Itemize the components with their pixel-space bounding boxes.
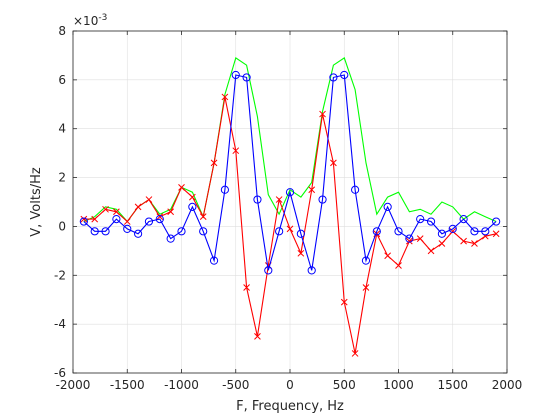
series-point-1 [232, 147, 240, 155]
series-point-1 [221, 93, 229, 101]
series-point-2 [296, 229, 305, 238]
series-point-1 [492, 230, 500, 238]
series-point-1 [188, 193, 196, 201]
series-point-1 [384, 252, 392, 260]
series-point-2 [285, 188, 295, 197]
series-point-2 [329, 73, 338, 82]
series-point-2 [405, 234, 414, 243]
series-point-1 [145, 196, 153, 203]
x-tick-label: -2000 [56, 378, 91, 392]
series-point-2 [90, 227, 99, 236]
x-tick-label: -1500 [110, 378, 145, 392]
y-tick-label: 2 [58, 171, 66, 185]
series-point-1 [91, 215, 99, 223]
series-point-2 [209, 256, 219, 265]
series-point-2 [231, 70, 240, 80]
axis-ticks: -2000 -1500 -1000 -500 0 500 1000 1500 2000 -6 -4 -… [54, 24, 522, 392]
series-point-2 [481, 227, 490, 236]
y-axis-exponent-base: ×10 [73, 14, 98, 28]
series-point-1 [167, 208, 175, 216]
series-point-2 [448, 224, 457, 233]
series-point-1 [275, 196, 283, 203]
series-point-2 [134, 229, 143, 238]
series-point-1 [80, 215, 88, 223]
series-point-1 [102, 205, 109, 213]
x-tick-label: 2000 [492, 378, 523, 392]
series-point-2 [166, 234, 175, 243]
series-point-2 [242, 73, 251, 82]
series-point-2 [383, 202, 392, 211]
y-tick-label: 6 [58, 73, 66, 87]
x-tick-label: 0 [286, 378, 294, 392]
series-point-1 [319, 110, 326, 118]
series-point-1 [351, 350, 359, 357]
series-point-2 [351, 185, 360, 194]
series-point-1 [254, 333, 261, 340]
series-point-2 [177, 227, 186, 236]
series-point-1 [286, 225, 294, 233]
series-point-1 [308, 186, 316, 194]
series-point-2 [155, 215, 164, 224]
series-point-1 [123, 218, 131, 225]
series-point-1 [362, 284, 370, 291]
series-point-2 [394, 227, 403, 236]
y-tick-label: -4 [54, 317, 66, 331]
series-point-2 [318, 195, 327, 204]
series-point-2 [437, 229, 446, 238]
data-series [79, 57, 501, 357]
series-point-2 [199, 227, 208, 236]
series-point-2 [112, 215, 121, 224]
series-point-2 [220, 185, 229, 194]
series-point-2 [459, 215, 468, 224]
series-point-2 [144, 217, 154, 226]
series-point-2 [340, 70, 349, 80]
y-axis-exponent-power: -3 [98, 13, 107, 23]
series-point-1 [156, 213, 164, 221]
series-point-2 [361, 256, 371, 265]
x-tick-label: 1500 [437, 378, 468, 392]
series-point-2 [188, 202, 197, 211]
series-point-2 [426, 217, 436, 226]
y-tick-label: 8 [58, 24, 66, 38]
series-point-1 [297, 249, 305, 257]
x-tick-label: -500 [222, 378, 249, 392]
series-point-1 [340, 298, 348, 306]
series-point-1 [210, 159, 218, 167]
series-point-1 [243, 284, 250, 291]
series-point-2 [307, 266, 316, 275]
series-point-2 [372, 227, 381, 236]
y-tick-label: 0 [58, 219, 66, 233]
x-tick-label: 500 [333, 378, 356, 392]
series-point-2 [123, 224, 132, 233]
series-point-2 [101, 227, 110, 236]
series-point-1 [199, 213, 207, 221]
series-point-2 [253, 195, 262, 204]
series-point-1 [471, 240, 478, 247]
x-tick-label: 1000 [383, 378, 414, 392]
series-point-2 [79, 217, 88, 226]
series-point-1 [395, 262, 402, 269]
series-point-2 [492, 217, 501, 226]
series-point-1 [405, 237, 413, 245]
series-point-1 [113, 208, 120, 216]
series-point-2 [275, 227, 284, 236]
x-tick-label: -1000 [164, 378, 199, 392]
y-tick-label: 4 [58, 122, 66, 136]
series-point-1 [460, 237, 467, 245]
series-point-1 [438, 240, 446, 247]
series-point-1 [178, 183, 185, 191]
series-point-1 [427, 247, 435, 255]
y-tick-label: -2 [54, 268, 66, 282]
x-axis-label: F, Frequency, Hz [236, 399, 344, 414]
series-point-1 [330, 159, 337, 167]
series-point-2 [470, 227, 479, 236]
y-axis-label: V, Volts/Hz [29, 167, 44, 237]
series-point-1 [134, 203, 142, 211]
series-point-1 [416, 235, 424, 242]
y-axis-exponent: ×10-3 [73, 13, 107, 28]
series-point-2 [264, 266, 273, 275]
y-tick-label: -6 [54, 366, 66, 380]
series-point-2 [416, 215, 425, 224]
